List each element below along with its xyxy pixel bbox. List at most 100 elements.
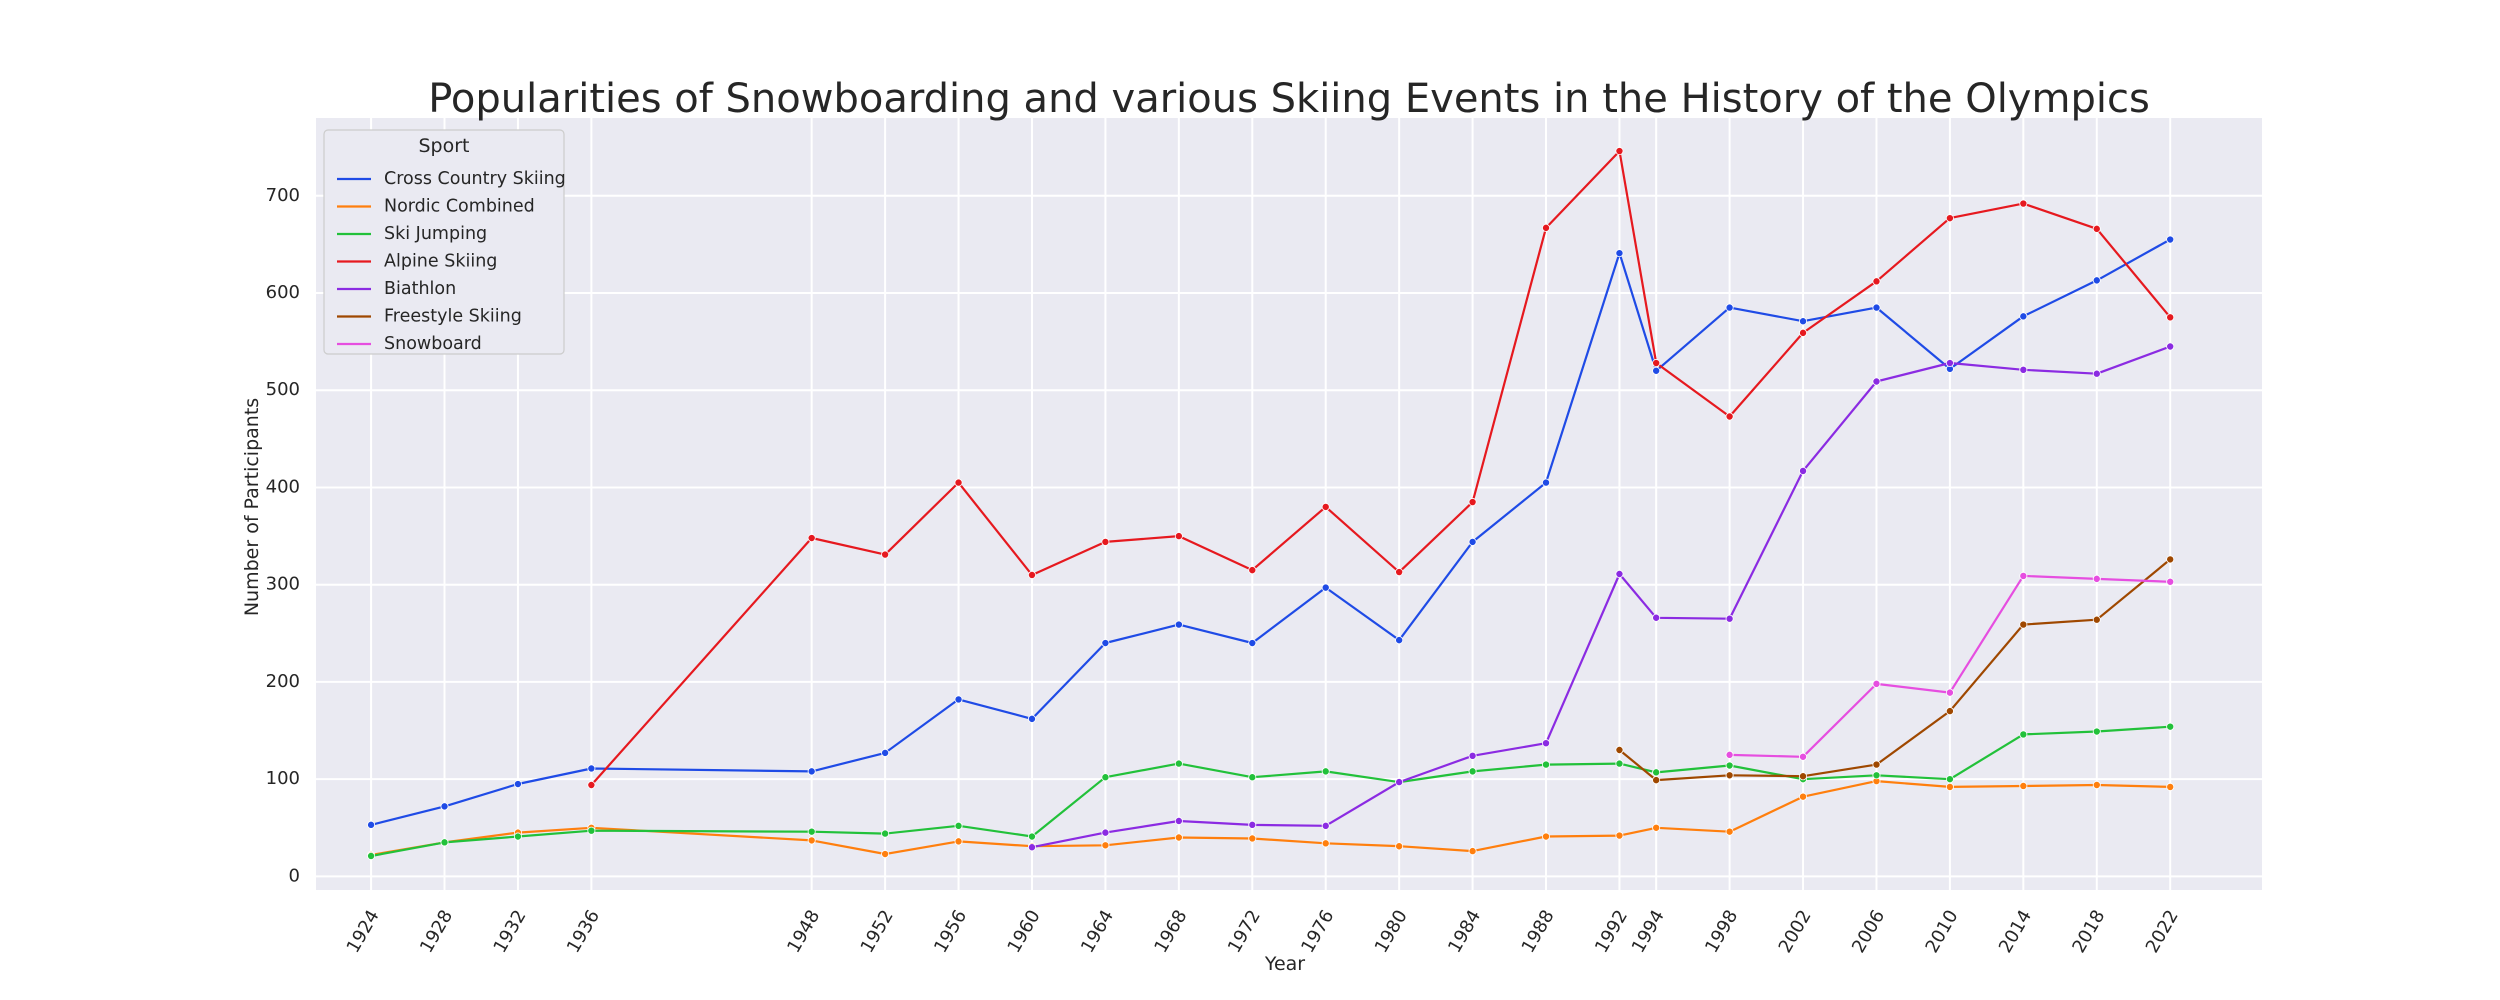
data-point-cross-country-skiing: [2092, 276, 2101, 285]
series-line-ski-jumping: [370, 725, 2171, 858]
data-point-cross-country-skiing: [1027, 714, 1036, 723]
data-point-nordic-combined: [2019, 781, 2028, 790]
data-point-cross-country-skiing: [1468, 537, 1477, 546]
y-tick-label: 600: [266, 282, 300, 303]
x-axis-label: Year: [1264, 953, 1305, 975]
data-point-snowboard: [1799, 752, 1808, 761]
legend-item-nordic-combined: Nordic Combined: [337, 197, 535, 217]
plot-area: [316, 118, 2262, 890]
data-point-snowboard: [2092, 574, 2101, 583]
data-point-snowboard: [1725, 750, 1734, 759]
data-point-ski-jumping: [367, 851, 376, 860]
series-cross-country-skiing: [367, 235, 2175, 829]
legend-label: Alpine Skiing: [384, 252, 497, 272]
data-point-freestyle-skiing: [2019, 620, 2028, 629]
data-point-biathlon: [2092, 369, 2101, 378]
data-point-ski-jumping: [440, 838, 449, 847]
series-line-cross-country-skiing: [370, 238, 2171, 826]
data-point-ski-jumping: [1725, 761, 1734, 770]
data-point-ski-jumping: [2092, 727, 2101, 736]
data-point-alpine-skiing: [1945, 214, 1954, 223]
data-point-snowboard: [1872, 679, 1881, 688]
data-point-ski-jumping: [1468, 767, 1477, 776]
data-point-nordic-combined: [1468, 847, 1477, 856]
legend-item-alpine-skiing: Alpine Skiing: [337, 252, 497, 272]
data-point-ski-jumping: [2019, 730, 2028, 739]
data-point-ski-jumping: [1248, 773, 1257, 782]
data-point-cross-country-skiing: [1321, 583, 1330, 592]
y-tick-label: 300: [266, 574, 300, 595]
data-point-nordic-combined: [1725, 827, 1734, 836]
data-point-biathlon: [1945, 359, 1954, 368]
data-point-ski-jumping: [587, 826, 596, 835]
data-point-biathlon: [2166, 342, 2175, 351]
data-point-cross-country-skiing: [367, 820, 376, 829]
chart-title: Popularities of Snowboarding and various…: [428, 76, 2150, 122]
legend-frame: [323, 129, 565, 355]
data-point-biathlon: [1395, 778, 1404, 787]
legend-title: Sport: [418, 135, 469, 157]
data-point-freestyle-skiing: [2166, 555, 2175, 564]
data-point-biathlon: [1248, 820, 1257, 829]
data-point-cross-country-skiing: [587, 764, 596, 773]
series-line-nordic-combined: [370, 780, 2171, 857]
series-freestyle-skiing: [1615, 555, 2175, 785]
data-point-cross-country-skiing: [1174, 620, 1183, 629]
data-point-biathlon: [1101, 828, 1110, 837]
legend-label: Nordic Combined: [384, 197, 535, 217]
data-point-biathlon: [1872, 377, 1881, 386]
legend-item-ski-jumping: Ski Jumping: [337, 224, 487, 244]
data-point-cross-country-skiing: [1248, 639, 1257, 648]
data-point-alpine-skiing: [954, 478, 963, 487]
legend-item-freestyle-skiing: Freestyle Skiing: [337, 307, 522, 327]
data-point-ski-jumping: [1027, 832, 1036, 841]
data-point-alpine-skiing: [881, 550, 890, 559]
data-point-cross-country-skiing: [1395, 636, 1404, 645]
data-point-cross-country-skiing: [1101, 639, 1110, 648]
data-point-cross-country-skiing: [1652, 366, 1661, 375]
y-tick-label: 200: [266, 671, 300, 692]
data-point-biathlon: [1174, 816, 1183, 825]
data-point-cross-country-skiing: [1799, 317, 1808, 326]
data-point-cross-country-skiing: [1872, 303, 1881, 312]
y-tick-label: 0: [289, 865, 300, 886]
data-point-snowboard: [2166, 577, 2175, 586]
y-tick-label: 400: [266, 476, 300, 497]
data-point-ski-jumping: [1872, 771, 1881, 780]
legend-label: Snowboard: [384, 334, 482, 354]
data-point-alpine-skiing: [1615, 147, 1624, 156]
data-point-nordic-combined: [1542, 832, 1551, 841]
data-point-freestyle-skiing: [1725, 771, 1734, 780]
data-point-ski-jumping: [1321, 767, 1330, 776]
data-point-alpine-skiing: [1248, 566, 1257, 575]
data-point-biathlon: [1542, 739, 1551, 748]
y-axis-label: Number of Participants: [241, 398, 263, 616]
data-point-cross-country-skiing: [2019, 312, 2028, 321]
data-point-cross-country-skiing: [954, 695, 963, 704]
data-point-alpine-skiing: [1027, 570, 1036, 579]
data-point-ski-jumping: [1652, 768, 1661, 777]
data-point-nordic-combined: [1615, 831, 1624, 840]
data-point-ski-jumping: [1945, 775, 1954, 784]
y-tick-label: 500: [266, 379, 300, 400]
legend-item-cross-country-skiing: Cross Country Skiing: [337, 169, 566, 189]
legend-label: Cross Country Skiing: [384, 169, 566, 189]
data-point-cross-country-skiing: [1725, 303, 1734, 312]
data-point-nordic-combined: [1652, 823, 1661, 832]
series-ski-jumping: [367, 722, 2175, 860]
data-point-nordic-combined: [1321, 839, 1330, 848]
data-point-alpine-skiing: [1542, 223, 1551, 232]
data-point-alpine-skiing: [587, 780, 596, 789]
legend-label: Freestyle Skiing: [384, 307, 522, 327]
data-point-ski-jumping: [1542, 760, 1551, 769]
data-point-alpine-skiing: [1725, 412, 1734, 421]
data-point-freestyle-skiing: [1872, 760, 1881, 769]
series-biathlon: [1027, 342, 2175, 852]
data-point-biathlon: [2019, 365, 2028, 374]
data-point-ski-jumping: [807, 827, 816, 836]
data-point-alpine-skiing: [1101, 537, 1110, 546]
data-point-freestyle-skiing: [1652, 776, 1661, 785]
data-point-freestyle-skiing: [1945, 707, 1954, 716]
legend: Sport Cross Country Skiing Nordic Combine…: [323, 129, 566, 355]
